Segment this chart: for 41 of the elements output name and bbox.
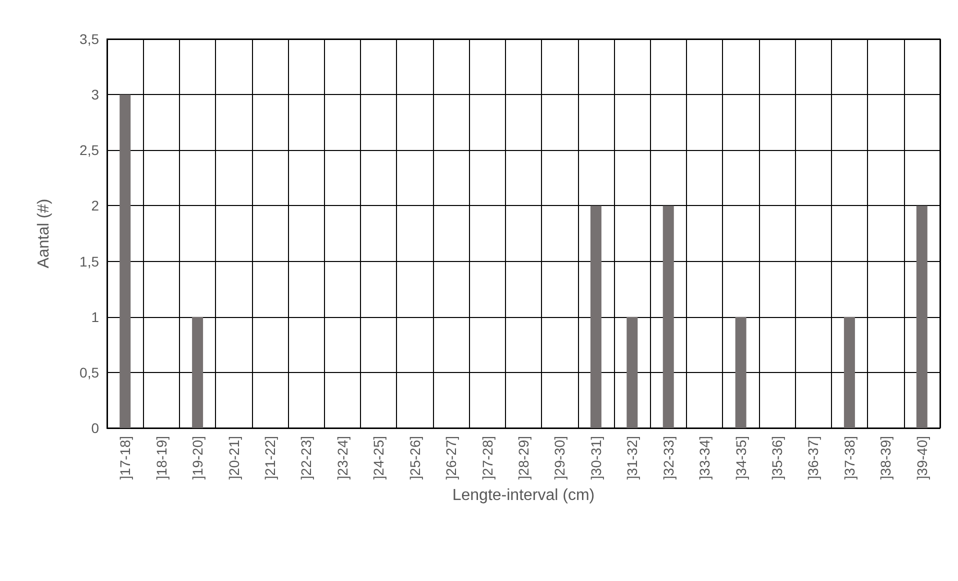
x-tick-label: ]17-18] [117,436,134,480]
x-tick-label: ]19-20] [190,436,206,480]
x-tick-label: ]32-33] [660,436,676,480]
x-tick-label: ]39-40] [914,436,930,480]
x-tick-label: ]33-34] [696,436,713,480]
x-tick-label: ]36-37] [805,436,822,480]
x-tick-label: ]37-38] [841,436,858,480]
bar [192,316,204,428]
x-tick-label: ]22-23] [298,436,314,480]
bar [735,316,746,428]
y-tick-label: 1 [91,308,100,325]
x-tick-label: ]24-25] [370,436,387,480]
bar [844,316,855,428]
y-tick-label: 0 [91,420,100,436]
x-tick-label: ]20-21] [226,436,242,480]
bar [916,206,928,428]
x-tick-label: ]26-27] [443,436,460,480]
x-tick-label: ]31-32] [624,436,640,480]
x-axis-title: Lengte-interval (cm) [452,486,595,504]
bar [590,206,602,428]
y-tick-label: 3 [91,86,100,103]
y-tick-label: 2,5 [80,142,100,158]
y-tick-label: 1,5 [80,253,100,270]
x-tick-label: ]21-22] [262,436,278,480]
x-tick-label: ]29-30] [552,436,568,480]
x-tick-label: ]30-31] [588,436,604,480]
x-tick-label: ]28-29] [516,436,532,480]
y-tick-label: 2 [91,198,100,214]
bar [662,206,674,428]
x-tick-label: ]35-36] [769,436,786,480]
y-tick-label: 0,5 [80,364,100,380]
x-tick-label: ]38-39] [878,436,894,480]
bar [626,316,638,428]
y-tick-label: 3,5 [80,31,100,47]
x-tick-label: ]25-26] [406,436,423,480]
y-axis-title: Aantal (#) [36,198,52,268]
x-tick-label: ]34-35] [732,436,749,480]
x-tick-label: ]23-24] [334,436,350,480]
x-tick-label: ]18-19] [153,436,170,480]
bar [120,94,131,428]
x-tick-label: ]27-28] [479,436,496,480]
